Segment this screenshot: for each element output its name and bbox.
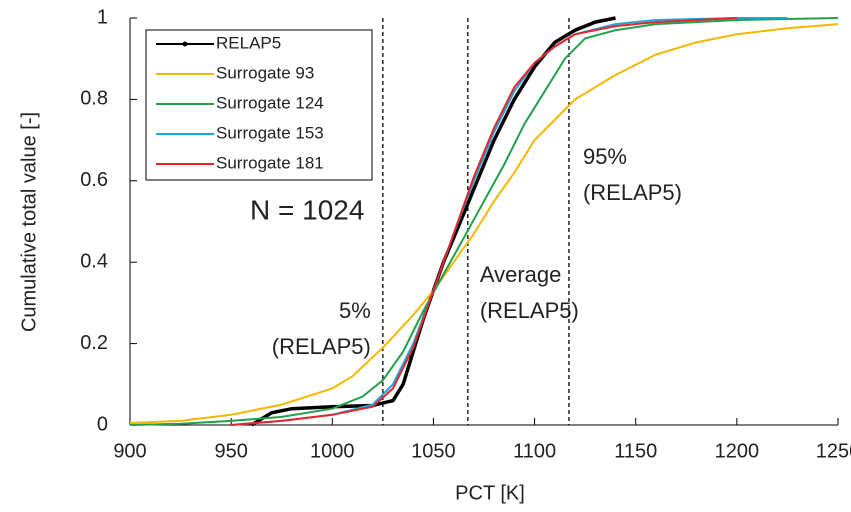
series-line [231,17,737,426]
series-line [129,17,839,426]
y-tick-label: 0 [97,413,108,435]
series-line [231,17,788,426]
x-axis-title: PCT [K] [455,482,525,504]
x-tick-label: 900 [113,440,146,462]
x-tick-label: 1050 [411,440,456,462]
y-axis-title: Cumulative total value [-] [18,112,40,332]
legend-label: Surrogate 93 [216,63,314,82]
y-tick-label: 0.6 [80,169,108,191]
x-tick-label: 1200 [715,440,760,462]
sample-note: N = 1024 [250,194,364,225]
legend-label: RELAP5 [216,33,281,52]
y-tick-label: 0.4 [80,250,108,272]
legend: RELAP5 Surrogate 93 Surrogate 124 Surrogate… [145,29,373,181]
annotation-text: 95% [583,144,627,169]
legend-label: Surrogate 181 [216,153,324,172]
legend-label: Surrogate 153 [216,123,324,142]
legend-marker [182,41,188,47]
annotation-text: Average [480,262,562,287]
x-tick-label: 1150 [614,440,657,462]
annotation-text: 5% [339,298,371,323]
y-tick-label: 0.2 [80,332,108,354]
y-tick-label: 0.8 [80,88,108,110]
x-tick-label: 1000 [310,440,355,462]
x-tick-label: 950 [214,440,247,462]
series-line [129,23,839,424]
x-tick-label: 1100 [513,440,556,462]
annotation-text: (RELAP5) [583,180,682,205]
legend-label: Surrogate 124 [216,93,324,112]
annotation-text: (RELAP5) [480,298,579,323]
annotation-text: (RELAP5) [272,334,371,359]
y-tick-label: 1 [97,6,108,28]
x-tick-label: 1250 [816,440,851,462]
